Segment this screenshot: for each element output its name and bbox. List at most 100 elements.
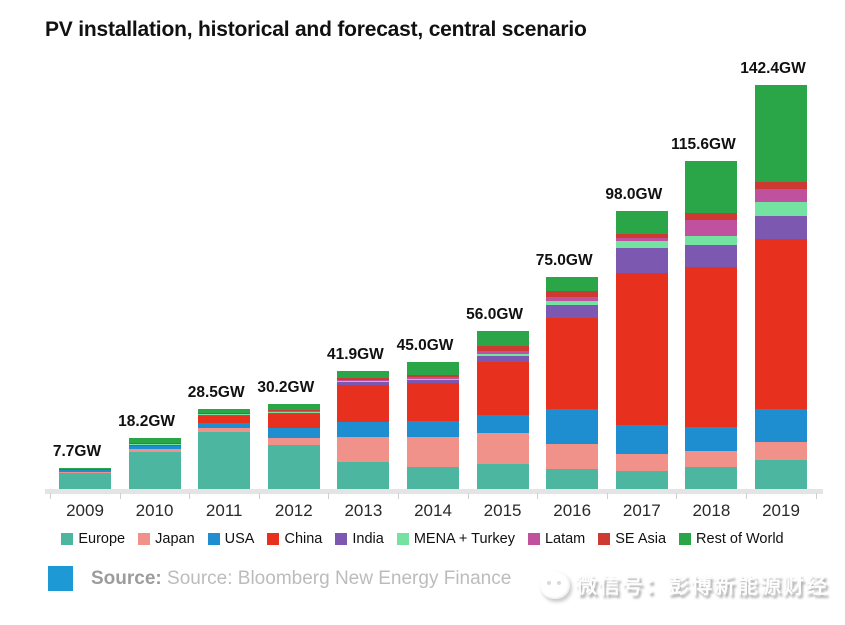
bar-segment-india	[685, 245, 738, 268]
bar-segment-usa	[267, 428, 320, 438]
bar-segment-mena-turkey	[267, 412, 320, 413]
bar-2019	[755, 85, 807, 490]
x-axis-label-2019: 2019	[762, 501, 800, 520]
bar-segment-china	[546, 317, 599, 409]
bar-segment-india	[476, 355, 529, 363]
legend-label: SE Asia	[615, 531, 667, 547]
legend-swatch-icon	[527, 533, 540, 545]
bar-segment-mena-turkey	[615, 241, 668, 249]
bar-total-label-2018: 115.6GW	[671, 136, 736, 154]
bar-2011	[198, 409, 251, 490]
bar-segment-latam	[685, 219, 738, 236]
bar-segment-se-asia	[546, 290, 599, 298]
bar-segment-rest-of-world	[267, 404, 320, 410]
bar-total-label-2010: 18.2GW	[118, 413, 176, 431]
bar-segment-china	[267, 414, 320, 429]
bar-segment-china	[407, 383, 459, 422]
legend-swatch-icon	[138, 533, 151, 545]
x-axis-tick	[119, 493, 121, 499]
bar-segment-japan	[546, 444, 599, 469]
bar-segment-japan	[476, 433, 529, 465]
x-axis-tick	[398, 493, 399, 499]
legend-label: MENA + Turkey	[413, 531, 515, 547]
bar-segment-se-asia	[128, 442, 181, 444]
x-axis-tick	[606, 493, 608, 499]
bar-total-label-2015: 56.0GW	[466, 305, 524, 323]
legend-swatch-icon	[396, 533, 409, 545]
bar-segment-europe	[198, 431, 251, 490]
bar-2013	[337, 370, 390, 490]
legend-item-mena-turkey: MENA + Turkey	[396, 531, 515, 547]
source-row: Source: Source: Bloomberg New Energy Fin…	[48, 566, 511, 591]
bar-segment-japan	[128, 448, 181, 452]
bar-segment-europe	[407, 466, 459, 490]
x-axis-tick	[467, 493, 469, 499]
bar-segment-europe	[615, 470, 668, 490]
bar-2012	[267, 404, 320, 490]
bar-2009	[59, 468, 111, 490]
legend-item-usa: USA	[207, 531, 255, 547]
legend-item-rest-of-world: Rest of World	[679, 531, 784, 547]
bar-total-label-2019: 142.4GW	[740, 60, 806, 77]
bar-segment-se-asia	[267, 409, 320, 412]
bar-segment-latam	[546, 297, 599, 302]
bar-segment-se-asia	[755, 181, 807, 189]
bar-total-label-2009: 7.7GW	[52, 443, 102, 461]
blue-square-icon	[48, 566, 73, 591]
bar-segment-rest-of-world	[615, 211, 668, 234]
x-axis-label-2014: 2014	[414, 501, 452, 520]
bar-segment-mena-turkey	[546, 301, 599, 305]
legend-label: USA	[224, 531, 255, 547]
x-axis-label-2012: 2012	[274, 501, 313, 520]
bar-segment-rest-of-world	[546, 276, 599, 291]
bar-segment-china	[337, 385, 390, 423]
bar-segment-india	[198, 414, 251, 416]
bar-segment-mena-turkey	[755, 201, 807, 216]
bar-segment-latam	[755, 188, 807, 202]
bar-segment-europe	[337, 462, 390, 490]
bar-segment-rest-of-world	[128, 438, 181, 443]
bar-segment-japan	[685, 451, 738, 467]
bar-segment-europe	[476, 464, 529, 490]
bar-segment-india	[407, 380, 459, 384]
bar-segment-europe	[755, 460, 807, 490]
bar-segment-japan	[59, 471, 111, 473]
legend-label: India	[352, 531, 384, 547]
bar-segment-mena-turkey	[407, 379, 459, 381]
bar-segment-china	[476, 362, 529, 415]
bar-segment-rest-of-world	[476, 330, 529, 347]
x-axis-tick	[815, 493, 817, 499]
bar-segment-latam	[407, 377, 459, 380]
bar-segment-usa	[685, 427, 738, 452]
x-axis-label-2009: 2009	[66, 501, 104, 520]
watermark: 微信号：彭博新能源财经	[540, 570, 829, 600]
bar-segment-usa	[615, 425, 668, 455]
bar-segment-china	[198, 415, 251, 423]
legend-swatch-icon	[267, 533, 280, 545]
x-axis-tick	[189, 493, 191, 499]
x-axis-tick	[537, 493, 539, 499]
bar-segment-japan	[198, 428, 251, 432]
x-axis-label-2013: 2013	[344, 501, 383, 520]
bar-total-label-2012: 30.2GW	[257, 379, 315, 397]
source-text: Source: Source: Bloomberg New Energy Fin…	[91, 568, 511, 590]
bar-segment-rest-of-world	[59, 468, 111, 470]
x-axis-label-2016: 2016	[553, 501, 592, 520]
legend-label: Latam	[544, 531, 586, 547]
legend-swatch-icon	[598, 533, 611, 545]
wechat-face-icon	[540, 571, 570, 599]
bar-segment-usa	[407, 421, 459, 438]
bar-segment-usa	[546, 408, 599, 445]
bar-total-label-2016: 75.0GW	[535, 251, 593, 269]
bar-2016	[546, 276, 599, 490]
bar-segment-mena-turkey	[476, 353, 529, 356]
bar-segment-india	[546, 304, 599, 318]
bar-segment-rest-of-world	[337, 370, 390, 379]
bar-segment-india	[615, 248, 668, 274]
bar-segment-india	[337, 382, 390, 386]
x-axis-tick	[50, 493, 51, 499]
bar-segment-india	[755, 215, 807, 240]
bar-segment-se-asia	[407, 374, 459, 378]
legend-swatch-icon	[679, 533, 692, 545]
bar-segment-usa	[128, 446, 181, 449]
